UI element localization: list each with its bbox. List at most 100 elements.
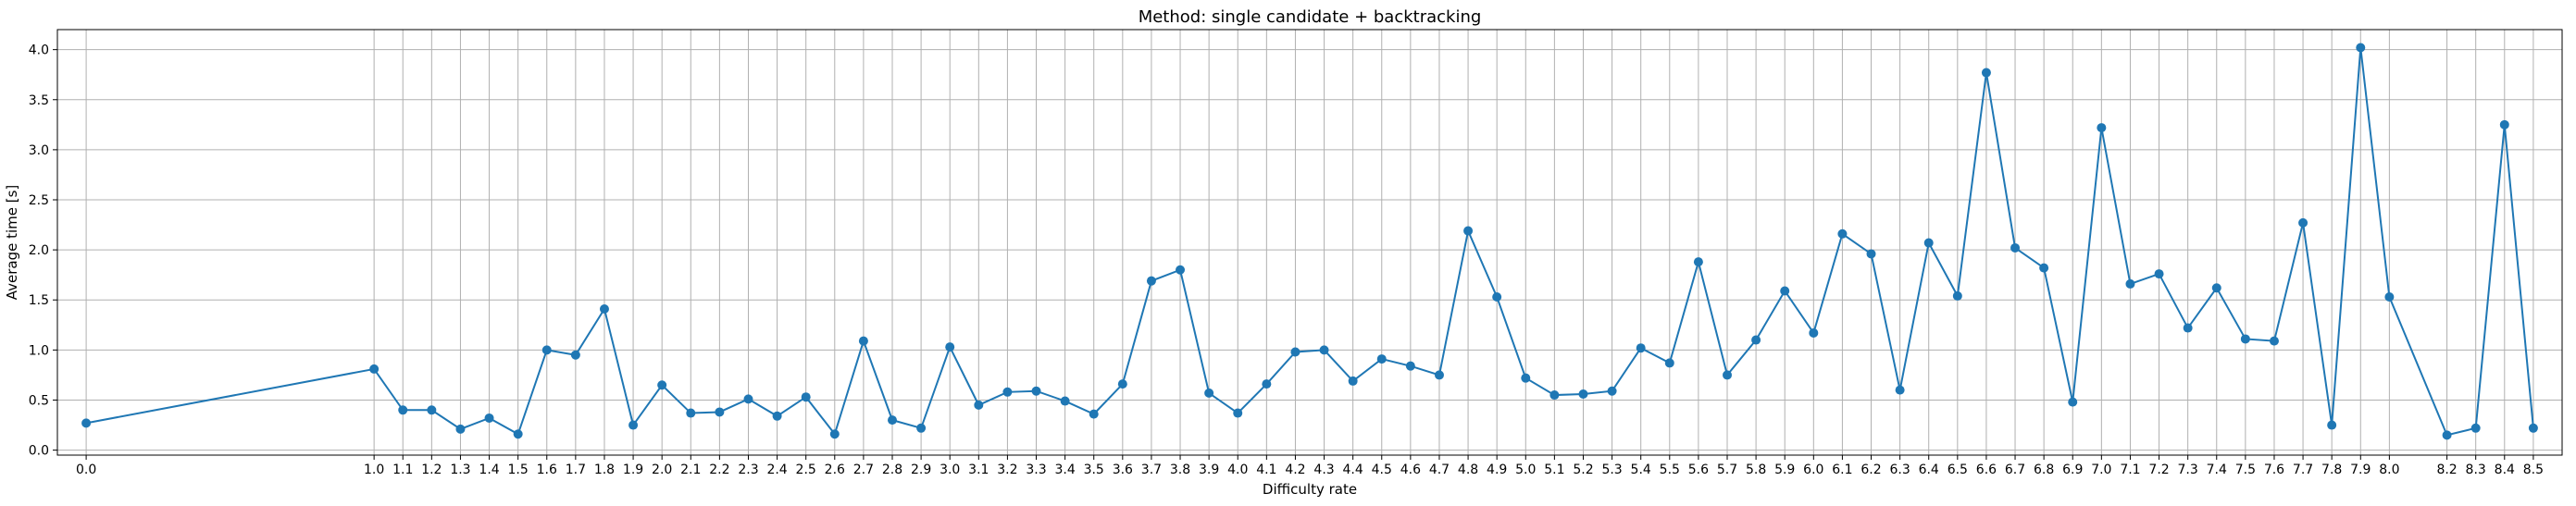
data-point	[1549, 390, 1560, 401]
data-point	[829, 429, 840, 439]
data-point	[1664, 358, 1674, 368]
x-axis: 0.0 1.0 1.1 1.2 1.3 1.4 1.5 1.6 1.7 1.8 1.9 2.0 2.1 2…	[76, 455, 2544, 477]
y-tick-label: 0.0	[29, 444, 49, 459]
x-tick-label: 8.3	[2466, 463, 2486, 477]
data-point	[1117, 379, 1127, 389]
x-tick-label: 0.0	[76, 463, 96, 477]
x-tick-label: 5.2	[1573, 463, 1593, 477]
x-tick-label: 2.6	[825, 463, 845, 477]
x-tick-label: 3.1	[968, 463, 989, 477]
data-point	[1204, 388, 1214, 398]
x-tick-label: 7.3	[2178, 463, 2198, 477]
data-point	[686, 408, 696, 418]
data-point	[1693, 257, 1703, 267]
data-point	[2183, 323, 2193, 333]
x-tick-label: 3.9	[1199, 463, 1219, 477]
x-tick-label: 5.9	[1774, 463, 1795, 477]
x-tick-label: 3.0	[940, 463, 960, 477]
x-tick-label: 2.5	[796, 463, 816, 477]
x-tick-label: 5.0	[1515, 463, 1536, 477]
x-tick-label: 7.6	[2264, 463, 2284, 477]
x-tick-label: 3.8	[1170, 463, 1190, 477]
data-point	[2010, 242, 2021, 253]
x-tick-label: 4.7	[1429, 463, 1450, 477]
x-tick-label: 6.9	[2062, 463, 2083, 477]
data-point	[369, 364, 380, 374]
x-tick-label: 2.8	[882, 463, 902, 477]
y-tick-label: 3.5	[29, 93, 49, 108]
data-point	[2154, 269, 2164, 279]
data-point	[2269, 336, 2279, 346]
x-tick-label: 1.6	[537, 463, 557, 477]
x-tick-label: 7.5	[2235, 463, 2256, 477]
x-tick-label: 4.4	[1343, 463, 1363, 477]
data-point	[1809, 327, 1819, 338]
data-point	[743, 394, 753, 404]
x-tick-label: 2.0	[652, 463, 672, 477]
data-point	[570, 350, 580, 360]
data-point	[1233, 408, 1243, 418]
x-tick-label: 6.1	[1832, 463, 1852, 477]
x-tick-label: 7.1	[2120, 463, 2140, 477]
x-tick-label: 5.3	[1601, 463, 1622, 477]
x-tick-label: 2.1	[680, 463, 701, 477]
data-points	[81, 43, 2538, 440]
data-point	[2384, 291, 2395, 302]
data-point	[2211, 283, 2221, 293]
series-line	[85, 47, 2534, 437]
data-point	[1952, 290, 1962, 301]
x-tick-label: 5.6	[1688, 463, 1709, 477]
x-tick-label: 8.0	[2379, 463, 2399, 477]
data-point	[2068, 397, 2078, 407]
data-point	[484, 413, 494, 423]
data-point	[974, 400, 984, 410]
data-point	[1780, 286, 1790, 296]
x-tick-label: 1.1	[392, 463, 413, 477]
x-tick-label: 5.8	[1746, 463, 1766, 477]
x-tick-label: 7.2	[2148, 463, 2169, 477]
data-point	[427, 405, 437, 415]
x-tick-label: 6.4	[1919, 463, 1939, 477]
x-tick-label: 5.1	[1544, 463, 1564, 477]
x-tick-label: 4.1	[1256, 463, 1276, 477]
x-tick-label: 4.2	[1285, 463, 1305, 477]
x-tick-label: 2.7	[853, 463, 874, 477]
x-tick-label: 3.7	[1141, 463, 1162, 477]
data-point	[1837, 228, 1848, 239]
chart-title: Method: single candidate + backtracking	[1139, 7, 1482, 27]
data-point	[1290, 347, 1300, 357]
x-tick-label: 3.6	[1113, 463, 1133, 477]
data-point	[715, 407, 725, 417]
x-tick-label: 4.5	[1372, 463, 1392, 477]
data-point	[2442, 430, 2452, 440]
data-point	[628, 420, 639, 430]
y-tick-label: 3.0	[29, 143, 49, 158]
data-point	[1002, 387, 1013, 397]
data-point	[1376, 354, 1387, 364]
x-tick-label: 2.2	[709, 463, 729, 477]
x-tick-label: 4.0	[1227, 463, 1248, 477]
data-point	[1578, 389, 1588, 399]
x-tick-label: 6.0	[1803, 463, 1823, 477]
data-point	[2470, 423, 2481, 433]
grid-lines	[57, 30, 2562, 455]
data-point	[1434, 370, 1444, 380]
x-tick-label: 1.8	[594, 463, 615, 477]
x-tick-label: 2.4	[766, 463, 787, 477]
y-axis: 0.0 0.5 1.0 1.5 2.0 2.5 3.0 3.5 4.0	[29, 43, 57, 459]
data-point	[1723, 370, 1732, 380]
data-point	[2298, 217, 2308, 228]
x-tick-label: 1.7	[566, 463, 586, 477]
x-tick-label: 6.2	[1860, 463, 1881, 477]
x-tick-label: 5.4	[1631, 463, 1651, 477]
x-tick-label: 1.4	[479, 463, 499, 477]
x-tick-label: 8.4	[2495, 463, 2515, 477]
x-tick-label: 8.2	[2436, 463, 2457, 477]
y-tick-label: 1.5	[29, 293, 49, 308]
data-point	[2039, 263, 2049, 273]
x-tick-label: 8.5	[2523, 463, 2544, 477]
x-tick-label: 5.7	[1717, 463, 1737, 477]
x-tick-label: 3.5	[1084, 463, 1104, 477]
